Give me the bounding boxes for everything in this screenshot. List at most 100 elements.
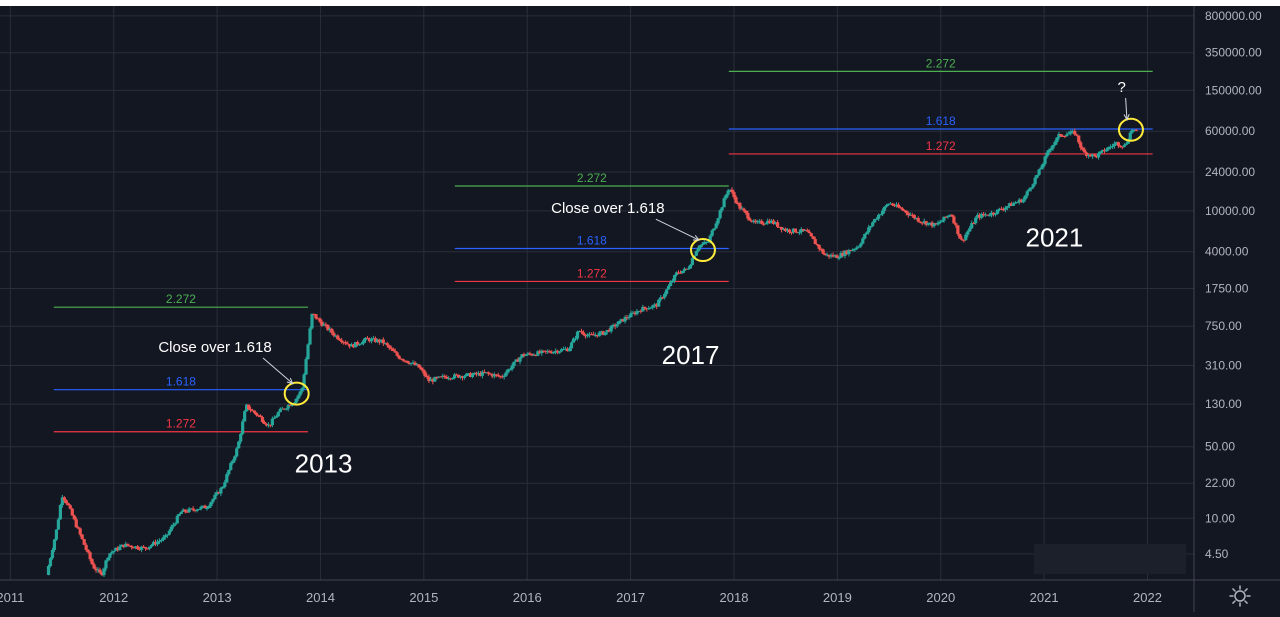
candle-body	[1071, 130, 1075, 132]
candle-body	[76, 527, 80, 529]
candle-body	[96, 569, 100, 571]
time-axis[interactable]: 2011 2012 2013 2014 2015 2016 2017 2018 2019 2020…	[0, 590, 1162, 605]
candle-body	[361, 340, 366, 344]
candle-body	[661, 297, 665, 299]
candle-body	[320, 321, 324, 326]
candle-body	[617, 320, 621, 325]
candle-body	[68, 505, 72, 509]
candle-body	[774, 222, 778, 225]
candle-body	[746, 213, 750, 219]
candle-body	[46, 566, 51, 575]
candle-body	[385, 343, 389, 346]
candle-body	[950, 215, 954, 217]
price-tick-label: 750.00	[1205, 319, 1242, 333]
price-tick-label: 1750.00	[1205, 281, 1249, 295]
candle-body	[1102, 149, 1107, 152]
candle-body	[276, 412, 280, 417]
candle-body	[930, 222, 934, 227]
candle-body	[84, 544, 88, 550]
candle-body	[140, 546, 144, 550]
candle-body	[849, 250, 853, 252]
candle-body	[1013, 202, 1017, 204]
candle-body	[920, 222, 924, 224]
candle-body	[443, 375, 447, 378]
candle-body	[134, 546, 138, 549]
candle-body	[237, 441, 241, 449]
candle-body	[805, 230, 809, 232]
candle-body	[427, 376, 431, 382]
price-axis[interactable]: 800000.00 350000.00 150000.00 60000.00 24000…	[1205, 9, 1262, 561]
candle-body	[760, 220, 764, 224]
candle-body	[797, 232, 801, 234]
candle-body	[64, 500, 68, 504]
candle-body	[1083, 149, 1087, 153]
gear-icon[interactable]	[1228, 584, 1252, 608]
candle-body	[397, 355, 401, 359]
candle-body	[185, 511, 189, 513]
candle-body	[272, 417, 276, 419]
candle-body	[548, 351, 552, 353]
price-tick-label: 350000.00	[1205, 46, 1262, 60]
candle-body	[655, 304, 659, 307]
candle-body	[942, 216, 946, 221]
candle-body	[274, 416, 278, 418]
candle-body	[857, 246, 861, 248]
candle-body	[674, 272, 679, 276]
candle-body	[591, 334, 595, 336]
candle-body	[165, 534, 169, 536]
candle-body	[1122, 144, 1126, 147]
candle-body	[894, 204, 899, 207]
candle-body	[472, 372, 477, 375]
candle-body	[732, 192, 736, 198]
candle-body	[678, 272, 683, 274]
price-tick-label: 22.00	[1205, 476, 1235, 490]
candle-body	[984, 214, 988, 216]
candle-body	[781, 228, 786, 230]
candle-body	[635, 311, 639, 315]
candle-body	[419, 367, 423, 370]
candle-body	[1096, 153, 1101, 158]
candle-body	[480, 371, 484, 376]
candle-body	[522, 354, 526, 356]
candle-body	[827, 254, 831, 257]
candle-body	[993, 213, 998, 215]
candle-body	[243, 411, 247, 422]
candle-body	[924, 221, 928, 225]
candle-body	[254, 412, 259, 416]
candle-body	[896, 204, 901, 208]
candle-body	[326, 325, 330, 331]
candle-body	[569, 342, 574, 349]
candle-body	[734, 197, 738, 203]
candle-body	[972, 223, 976, 225]
candle-body	[946, 215, 950, 218]
candle-body	[954, 223, 958, 226]
candle-body	[750, 220, 754, 222]
candle-body	[350, 344, 354, 347]
candle-body	[163, 535, 167, 538]
candle-body	[940, 220, 944, 223]
candle-body	[322, 324, 326, 326]
candle-body	[1043, 156, 1047, 164]
candle-body	[565, 348, 570, 352]
candle-body	[330, 328, 334, 333]
candle-body	[379, 339, 383, 343]
candle-body	[266, 424, 271, 426]
candle-body	[978, 214, 982, 218]
candle-body	[278, 408, 282, 413]
candle-body	[742, 208, 746, 211]
candle-body	[433, 377, 437, 382]
candle-body	[375, 339, 379, 342]
candle-body	[859, 243, 863, 247]
candle-body	[552, 351, 556, 354]
candle-body	[215, 492, 219, 495]
candle-body	[880, 210, 885, 215]
candle-body	[352, 344, 356, 348]
candle-body	[435, 377, 439, 379]
annotation-text: Close over 1.618	[158, 339, 271, 356]
candle-body	[1126, 139, 1130, 144]
candle-body	[740, 208, 744, 210]
candle-body	[353, 342, 358, 348]
candle-body	[704, 241, 708, 243]
